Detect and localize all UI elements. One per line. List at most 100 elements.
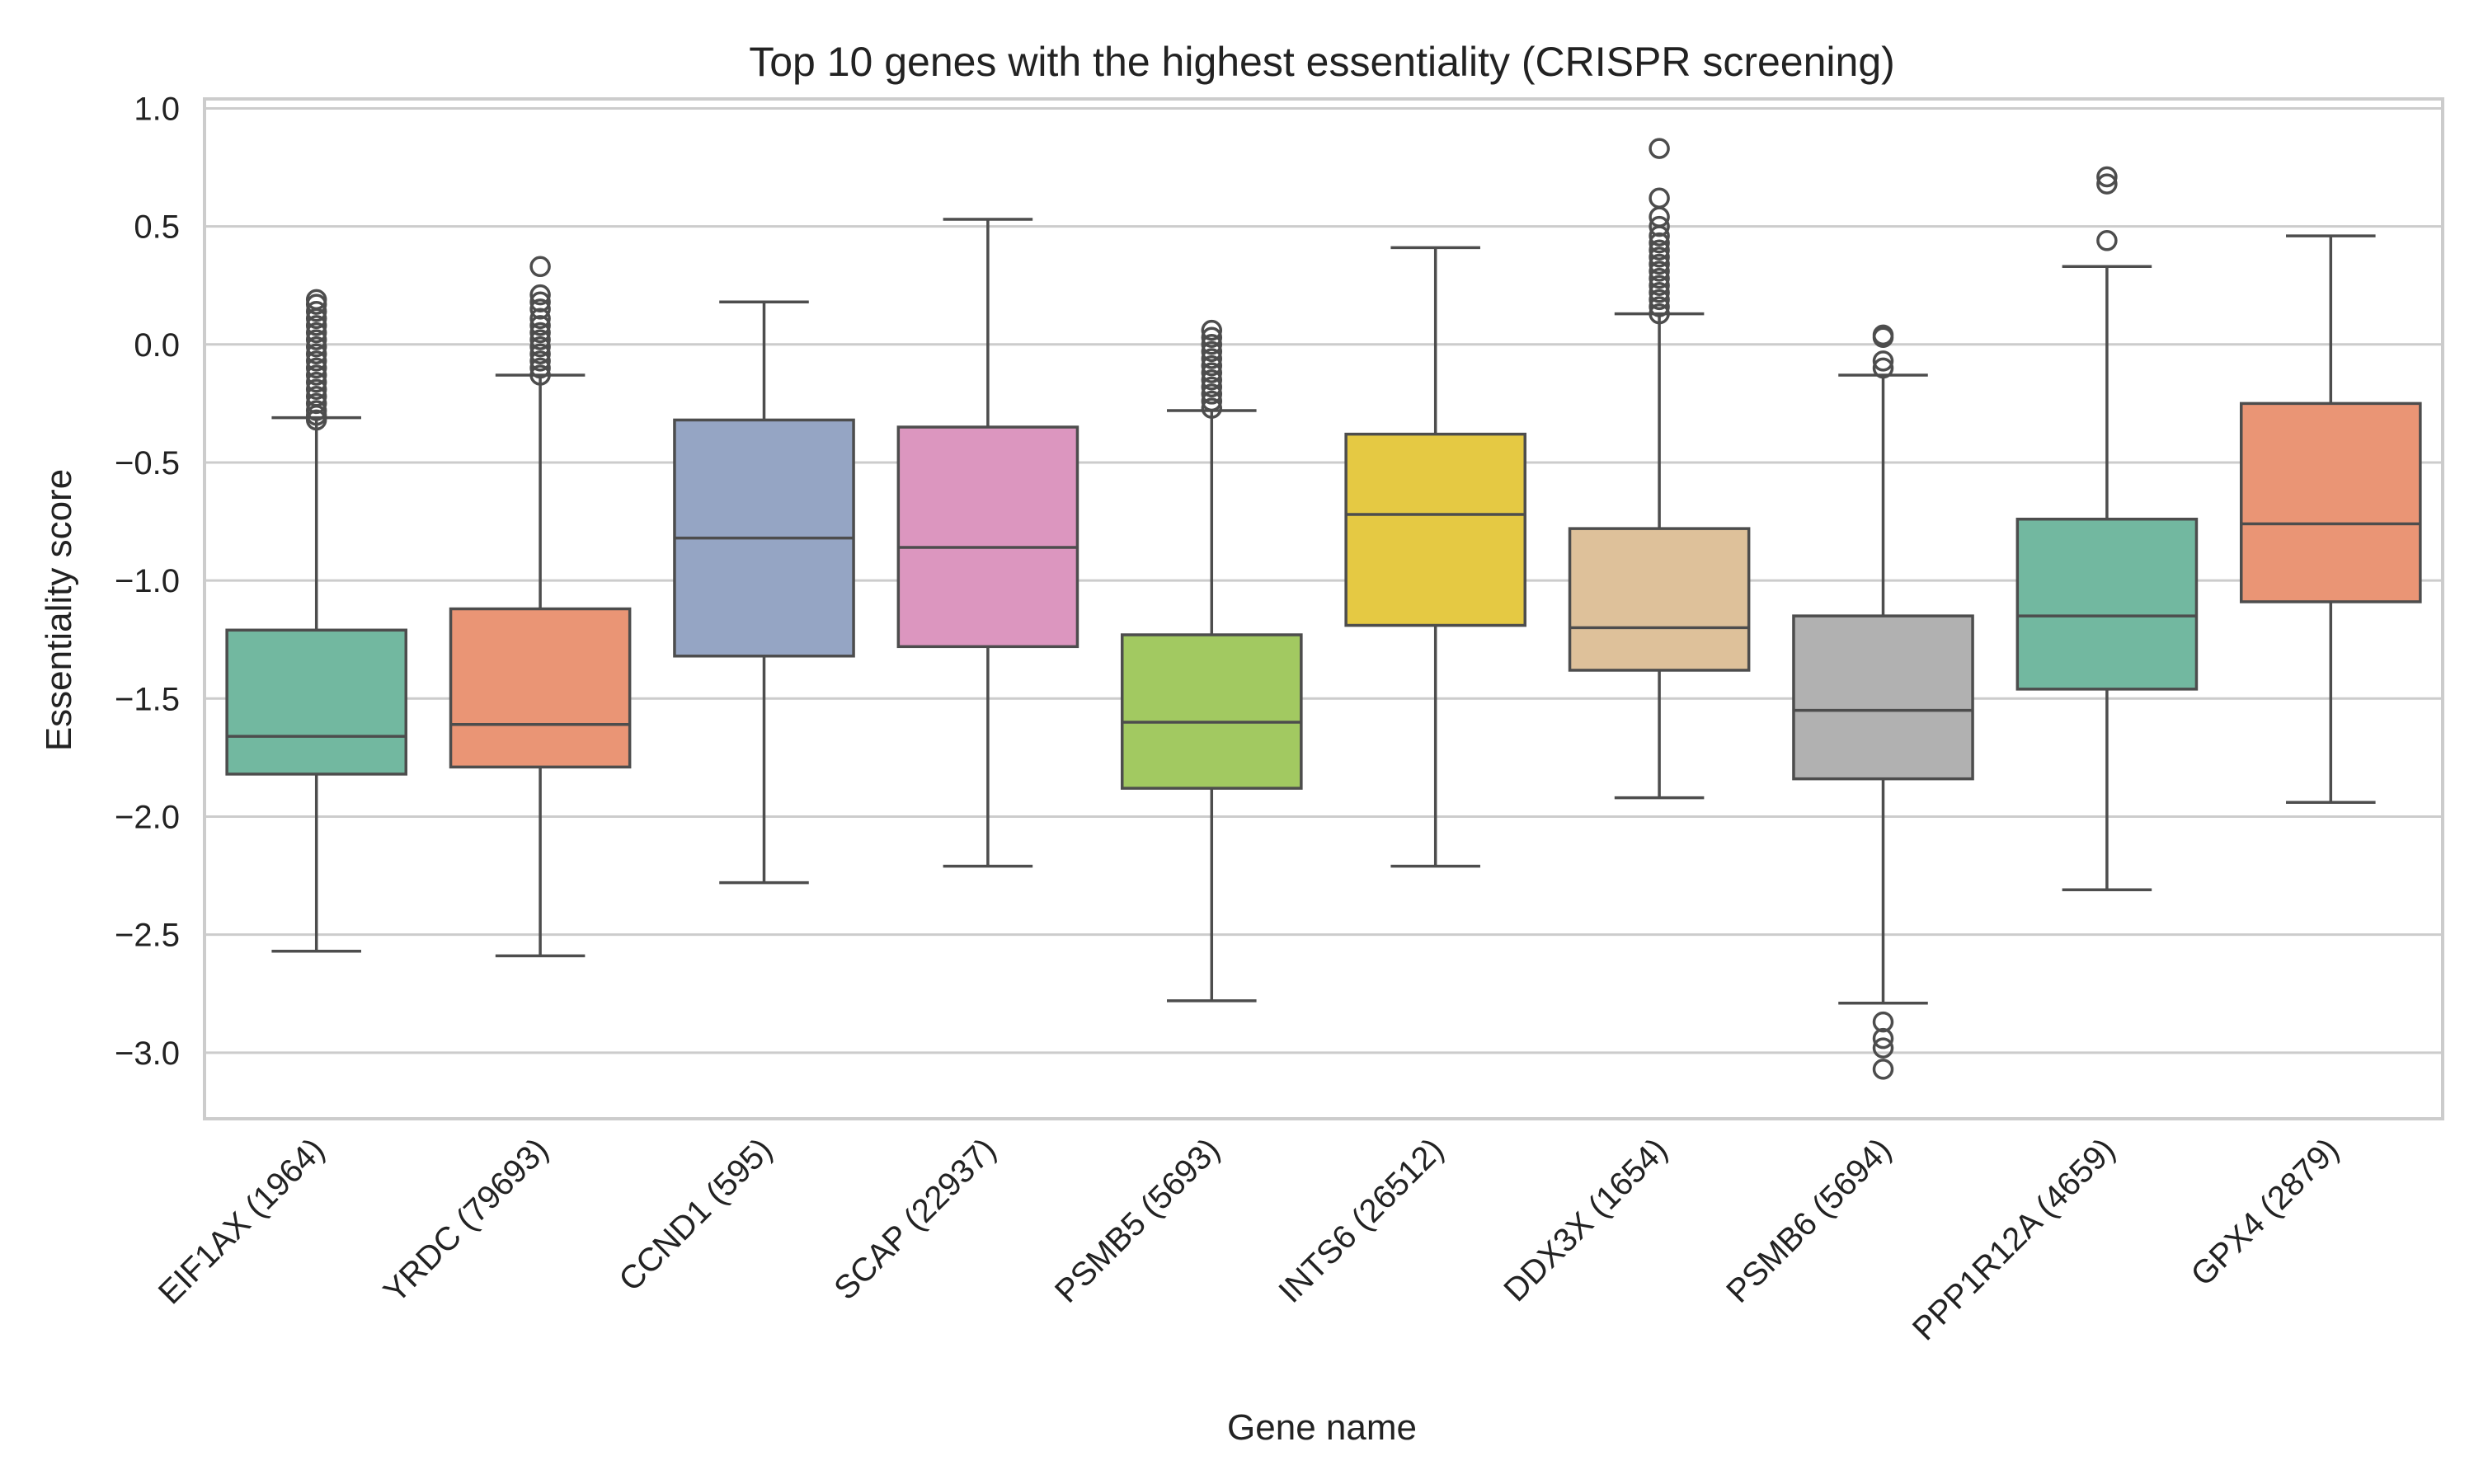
outlier-point	[1872, 324, 1894, 346]
box-group	[1568, 138, 1751, 800]
box	[2015, 517, 2199, 691]
outlier-point	[305, 400, 327, 421]
outlier-point	[305, 289, 327, 311]
outlier-point	[1649, 247, 1670, 268]
outlier-point	[305, 371, 327, 393]
outlier-point	[1201, 362, 1223, 383]
outlier-point	[529, 315, 551, 336]
x-tick-label: EIF1AX (1964)	[152, 1131, 332, 1311]
outlier-point	[1872, 1011, 1894, 1033]
outlier-point	[1872, 350, 1894, 372]
y-tick-label: 0.5	[134, 209, 180, 246]
x-tick-label: DDX3X (1654)	[1497, 1131, 1674, 1308]
outlier-point	[1649, 275, 1670, 296]
outlier-point	[1872, 1059, 1894, 1080]
outlier-point	[1201, 334, 1223, 355]
box	[1792, 614, 1974, 781]
outlier-point	[529, 284, 551, 306]
box-group	[1120, 319, 1303, 1003]
outlier-point	[529, 308, 551, 330]
box-group	[673, 300, 855, 885]
plot-frame	[203, 97, 2444, 1120]
box-group	[2239, 234, 2422, 805]
outlier-point	[1649, 296, 1670, 317]
outlier-point	[305, 343, 327, 364]
outlier-point	[1201, 340, 1223, 363]
outlier-point	[305, 364, 327, 386]
outlier-point	[1649, 239, 1670, 261]
outlier-point	[1649, 267, 1670, 289]
x-tick-label: SCAP (22937)	[827, 1131, 1003, 1307]
outlier-point	[1201, 369, 1223, 391]
box	[1120, 633, 1303, 790]
outlier-point	[1872, 1037, 1894, 1059]
outlier-point	[1872, 1027, 1894, 1050]
box-group	[449, 256, 632, 958]
outlier-point	[2096, 166, 2118, 188]
outlier-point	[1201, 319, 1223, 341]
outlier-point	[2096, 230, 2118, 251]
outlier-point	[529, 364, 551, 386]
outlier-point	[529, 322, 551, 344]
x-tick-label: GPX4 (2879)	[2184, 1131, 2345, 1293]
y-tick-label: −2.0	[115, 799, 180, 835]
box	[2239, 402, 2422, 603]
x-tick-label: PPP1R12A (4659)	[1906, 1131, 2122, 1347]
x-axis-ticks: EIF1AX (1964) YRDC (79693) CCND1 (595) SCAP…	[152, 1131, 2346, 1347]
chart-title: Top 10 genes with the highest essentiali…	[749, 39, 1895, 85]
outlier-point	[1649, 138, 1670, 159]
outlier-point	[1649, 232, 1670, 254]
outlier-point	[1649, 215, 1670, 237]
x-tick-label: YRDC (79693)	[377, 1131, 556, 1310]
y-tick-label: −2.5	[115, 918, 180, 954]
box	[1344, 432, 1527, 627]
x-tick-label: PSMB5 (5693)	[1048, 1131, 1227, 1310]
y-tick-label: 1.0	[134, 91, 180, 127]
y-axis-label: Essentiality score	[39, 469, 79, 751]
outlier-point	[529, 298, 551, 320]
outlier-point	[305, 392, 327, 415]
box-group	[225, 289, 408, 953]
outlier-point	[1649, 261, 1670, 282]
y-tick-label: −1.5	[115, 681, 180, 717]
outlier-point	[1201, 397, 1223, 419]
box	[896, 425, 1079, 649]
box-plots	[225, 138, 2422, 1080]
x-axis-label: Gene name	[1227, 1407, 1417, 1448]
box	[449, 607, 632, 769]
x-tick-label: INTS6 (26512)	[1272, 1131, 1451, 1310]
box-group	[896, 218, 1079, 868]
outlier-point	[305, 378, 327, 400]
outlier-point	[529, 291, 551, 313]
y-tick-label: −1.0	[115, 563, 180, 599]
y-tick-label: −0.5	[115, 445, 180, 481]
outlier-point	[2096, 173, 2118, 195]
outlier-point	[305, 350, 327, 372]
outlier-point	[305, 357, 327, 379]
outlier-point	[305, 300, 327, 322]
outlier-point	[529, 350, 551, 372]
y-axis-ticks: 1.0 0.5 0.0 −0.5 −1.0 −1.5 −2.0 −2.5 −3.0	[115, 91, 180, 1071]
outlier-point	[529, 343, 551, 364]
y-tick-label: 0.0	[134, 327, 180, 364]
outlier-point	[529, 336, 551, 358]
box-group	[1344, 246, 1527, 868]
outlier-point	[1649, 289, 1670, 311]
outlier-point	[1649, 282, 1670, 303]
box	[1568, 527, 1751, 672]
box-group	[1792, 324, 1974, 1080]
outlier-point	[1201, 376, 1223, 398]
box	[225, 628, 408, 776]
outlier-point	[1201, 390, 1223, 412]
outlier-point	[529, 357, 551, 379]
outlier-point	[1872, 357, 1894, 379]
outlier-point	[1649, 253, 1670, 275]
outlier-point	[1649, 303, 1670, 325]
outlier-point	[305, 336, 327, 358]
outlier-point	[305, 386, 327, 407]
x-tick-label: PSMB6 (5694)	[1719, 1131, 1898, 1310]
x-tick-label: CCND1 (595)	[612, 1131, 778, 1298]
y-tick-label: −3.0	[115, 1036, 180, 1072]
outlier-point	[1201, 326, 1223, 348]
